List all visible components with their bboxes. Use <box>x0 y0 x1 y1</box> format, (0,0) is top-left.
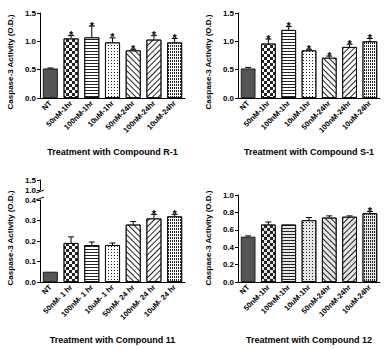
svg-text:10uM-1hr: 10uM-1hr <box>282 98 313 129</box>
svg-text:0.6: 0.6 <box>223 225 235 234</box>
svg-text:0.0: 0.0 <box>223 278 235 287</box>
svg-text:0.8: 0.8 <box>223 208 235 217</box>
svg-text:*: * <box>173 32 178 44</box>
svg-text:1.0: 1.0 <box>223 37 235 46</box>
svg-text:1.0: 1.0 <box>25 37 37 46</box>
svg-text:50nM-1hr: 50nM-1hr <box>241 98 272 129</box>
svg-text:0.3: 0.3 <box>25 216 37 225</box>
svg-text:*: * <box>152 29 157 41</box>
svg-text:0.4: 0.4 <box>223 243 235 252</box>
svg-text:Treatment with Compound 12: Treatment with Compound 12 <box>246 335 372 345</box>
svg-text:0.0: 0.0 <box>223 94 235 103</box>
svg-text:NT: NT <box>238 99 252 113</box>
svg-text:NT: NT <box>40 99 54 113</box>
svg-text:50nM- 1 hr: 50nM- 1 hr <box>41 282 75 316</box>
svg-text:50nM-1hr: 50nM-1hr <box>44 98 75 129</box>
svg-text:*: * <box>152 208 157 220</box>
svg-text:1.5: 1.5 <box>223 9 235 18</box>
svg-text:0.2: 0.2 <box>223 260 235 269</box>
svg-text:100nM-1hr: 100nM-1hr <box>259 98 292 132</box>
svg-text:10uM- 24 hr: 10uM- 24 hr <box>142 283 178 319</box>
svg-text:10uM-1hr: 10uM-1hr <box>85 98 116 129</box>
svg-text:NT: NT <box>238 283 252 297</box>
svg-text:100nM-1hr: 100nM-1hr <box>259 282 292 316</box>
svg-text:1.5: 1.5 <box>25 176 37 185</box>
svg-text:100nM- 24 hr: 100nM- 24 hr <box>118 282 158 322</box>
svg-text:1.0: 1.0 <box>25 186 37 195</box>
svg-text:50nM-24hr: 50nM-24hr <box>103 98 137 132</box>
svg-text:10uM- 1 hr: 10uM- 1 hr <box>82 282 116 316</box>
svg-text:50nM-1hr: 50nM-1hr <box>241 282 272 313</box>
svg-text:50nM-24hr: 50nM-24hr <box>299 282 333 316</box>
svg-text:*: * <box>110 31 115 43</box>
svg-text:0.1: 0.1 <box>25 257 37 266</box>
svg-text:50nM-24hr: 50nM-24hr <box>299 98 333 132</box>
svg-text:10uM-24hr: 10uM-24hr <box>340 283 373 316</box>
svg-text:100nM- 1 hr: 100nM- 1 hr <box>59 282 95 319</box>
svg-text:10uM-24hr: 10uM-24hr <box>145 99 178 132</box>
svg-text:10uM-24hr: 10uM-24hr <box>340 99 373 132</box>
svg-text:0.0: 0.0 <box>25 94 37 103</box>
svg-text:50nM- 24 hr: 50nM- 24 hr <box>100 282 137 319</box>
svg-text:*: * <box>90 20 95 32</box>
svg-text:Caspase-3 Activity (O.D.): Caspase-3 Activity (O.D.) <box>204 190 213 285</box>
svg-text:0.0: 0.0 <box>25 278 37 287</box>
svg-text:0.4: 0.4 <box>25 196 37 205</box>
svg-text:1.5: 1.5 <box>25 9 37 18</box>
svg-text:100nM-1hr: 100nM-1hr <box>62 98 95 132</box>
svg-text:*: * <box>266 33 271 45</box>
svg-text:0.2: 0.2 <box>25 237 37 246</box>
svg-text:Treatment with Compound 11: Treatment with Compound 11 <box>50 335 176 345</box>
svg-text:Treatment with Compound R-1: Treatment with Compound R-1 <box>47 147 178 157</box>
svg-text:Caspase-3 Activity (O.D.): Caspase-3 Activity (O.D.) <box>6 14 15 109</box>
svg-text:Treatment with Compound S-1: Treatment with Compound S-1 <box>244 147 374 157</box>
svg-text:10uM-1hr: 10uM-1hr <box>282 282 313 313</box>
svg-text:NT: NT <box>40 283 54 297</box>
svg-text:100nM-24hr: 100nM-24hr <box>317 282 353 319</box>
svg-text:100nM-24hr: 100nM-24hr <box>317 98 353 135</box>
svg-text:100nM-24hr: 100nM-24hr <box>121 98 158 135</box>
svg-text:Caspase-3 Activity (O.D.): Caspase-3 Activity (O.D.) <box>6 190 15 285</box>
svg-text:0.5: 0.5 <box>223 65 235 74</box>
svg-text:1.0: 1.0 <box>223 191 235 200</box>
svg-text:0.5: 0.5 <box>25 65 37 74</box>
svg-text:Caspase-3 Activity (O.D.): Caspase-3 Activity (O.D.) <box>204 14 213 109</box>
